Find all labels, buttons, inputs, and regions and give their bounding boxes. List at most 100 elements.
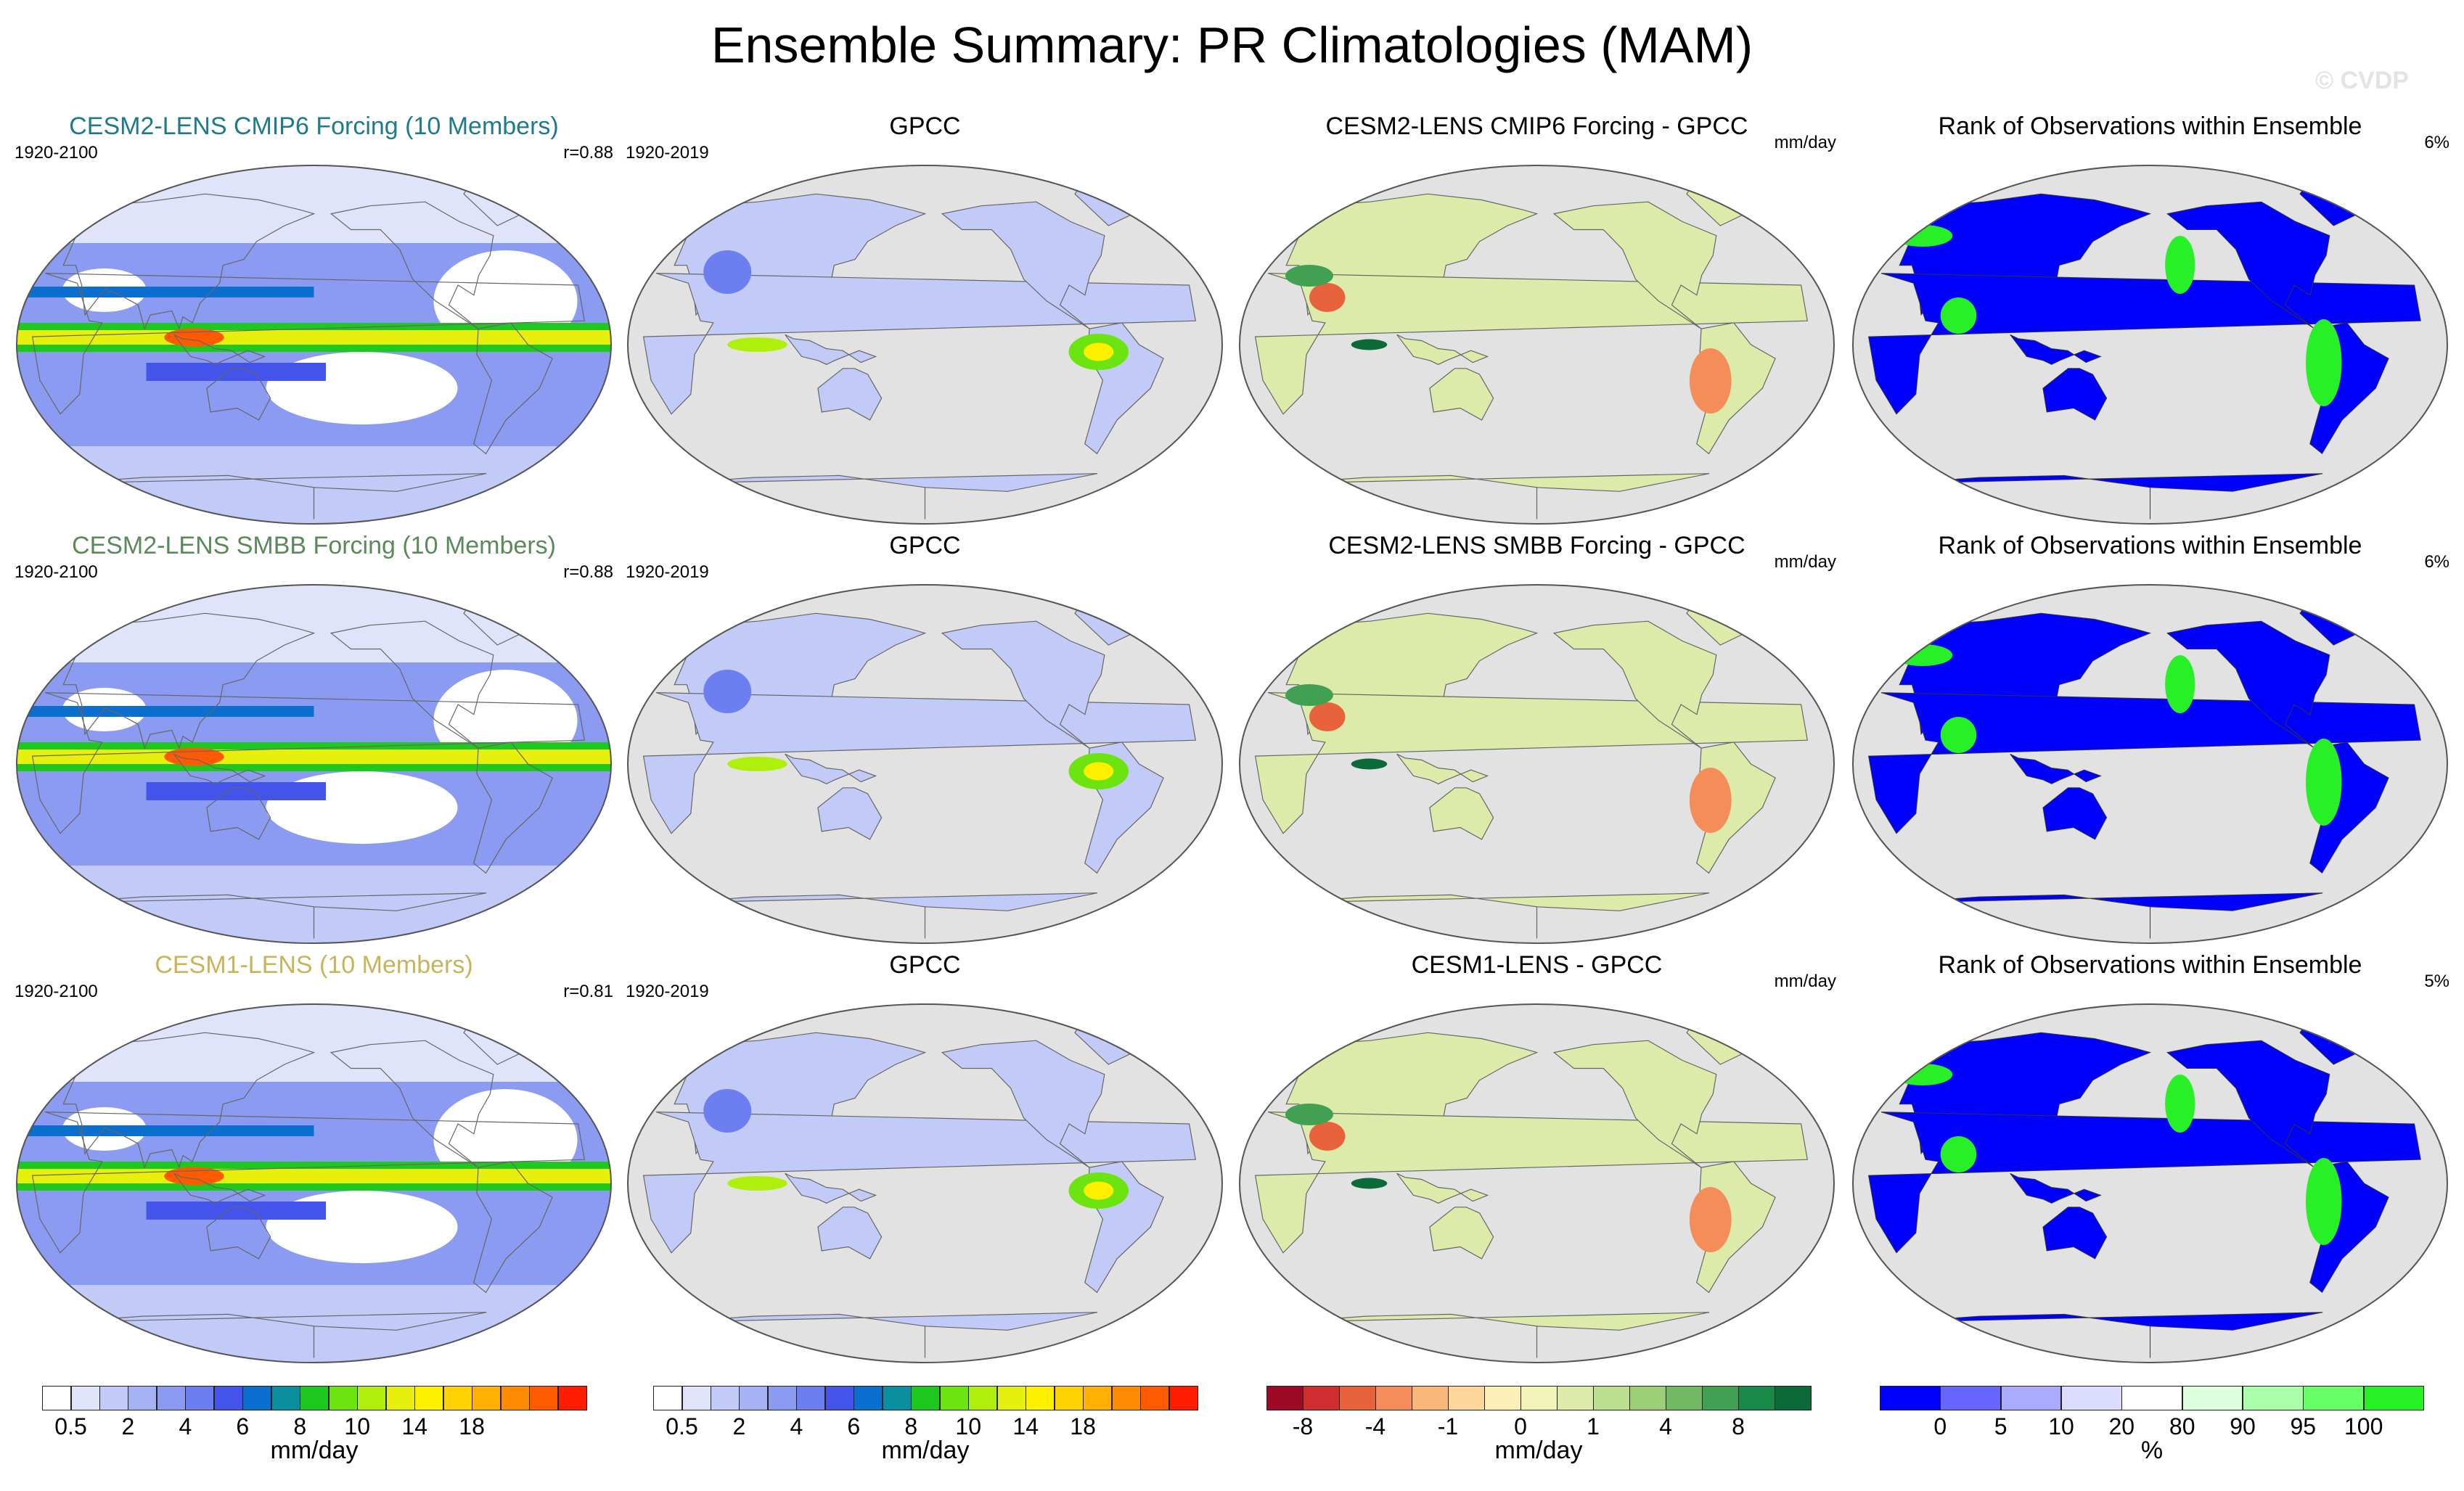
colorbar-box <box>1520 1386 1558 1410</box>
colorbar-box <box>854 1386 883 1410</box>
colorbar-tick-label: 0.5 <box>54 1413 87 1439</box>
percent-label: 6% <box>2424 552 2449 572</box>
figure-title: Ensemble Summary: PR Climatologies (MAM) <box>711 17 1753 73</box>
period-label: 1920-2100 <box>15 143 98 163</box>
colorbar-box <box>968 1386 998 1410</box>
colorbar-box <box>385 1386 415 1410</box>
colorbar-box <box>682 1386 711 1410</box>
colorbar-tick-label: 6 <box>847 1413 861 1439</box>
colorbar-box <box>939 1386 969 1410</box>
colorbar-box <box>1738 1386 1775 1410</box>
colorbar-box <box>1168 1386 1198 1410</box>
colorbar-tick-label: 8 <box>1732 1413 1745 1439</box>
colorbar-box <box>443 1386 472 1410</box>
colorbar-box <box>1375 1386 1412 1410</box>
obs-map-panel <box>626 583 1224 945</box>
colorbar-rank: 0 5 10 20 80 90 95 100% <box>1880 1386 2425 1473</box>
colorbar-box <box>500 1386 530 1410</box>
period-label: 1920-2019 <box>626 562 709 582</box>
colorbar-box <box>529 1386 559 1410</box>
rank-map <box>1852 1003 2448 1363</box>
colorbar-tick-label: 8 <box>293 1413 307 1439</box>
colorbar-tick-label: 10 <box>2048 1413 2074 1439</box>
colorbar-box <box>2303 1386 2365 1410</box>
rank-map <box>1852 165 2448 525</box>
colorbar-box <box>2182 1386 2243 1410</box>
rank-panel-title: Rank of Observations within Ensemble <box>1938 532 2362 559</box>
colorbar-tick-label: 14 <box>401 1413 427 1439</box>
colorbar-box <box>271 1386 300 1410</box>
colorbar-box <box>1484 1386 1521 1410</box>
colorbar-tick-label: 10 <box>344 1413 370 1439</box>
colorbar-tick-label: 4 <box>1659 1413 1672 1439</box>
colorbar-box <box>1702 1386 1739 1410</box>
correlation-label: r=0.81 <box>563 982 613 1001</box>
colorbar-tick-label: 18 <box>459 1413 485 1439</box>
colorbar-tick-label: 8 <box>904 1413 918 1439</box>
colorbar-box <box>2000 1386 2062 1410</box>
colorbar-box <box>2243 1386 2304 1410</box>
rank-map-panel <box>1851 163 2449 526</box>
colorbar-tick-label: 2 <box>732 1413 746 1439</box>
colorbar-tick-label: 1 <box>1587 1413 1600 1439</box>
obs-panel-title: GPCC <box>889 951 961 979</box>
model-map-panel <box>15 163 613 526</box>
colorbar-box <box>1940 1386 2002 1410</box>
colorbar-box <box>213 1386 243 1410</box>
model-panel-title: CESM1-LENS (10 Members) <box>155 951 473 979</box>
colorbar-box <box>2363 1386 2425 1410</box>
colorbar-box <box>1775 1386 1812 1410</box>
percent-label: 5% <box>2424 972 2449 991</box>
colorbar-box <box>911 1386 941 1410</box>
colorbar-tick-label: 2 <box>121 1413 135 1439</box>
colorbar-box <box>1140 1386 1170 1410</box>
percent-label: 6% <box>2424 133 2449 152</box>
colorbar-box <box>710 1386 740 1410</box>
diff-panel-title: CESM2-LENS SMBB Forcing - GPCC <box>1328 532 1745 559</box>
units-label: mm/day <box>1774 552 1836 572</box>
colorbar-tick-label: -8 <box>1292 1413 1314 1439</box>
diff-map <box>1239 584 1835 944</box>
colorbar-box <box>557 1386 587 1410</box>
colorbar-box <box>824 1386 854 1410</box>
colorbar-box <box>1629 1386 1666 1410</box>
colorbar-box <box>1339 1386 1376 1410</box>
colorbar-box <box>1303 1386 1340 1410</box>
colorbar-tick-label: 90 <box>2230 1413 2256 1439</box>
colorbar-box <box>300 1386 330 1410</box>
colorbar-box <box>185 1386 215 1410</box>
colorbar-box <box>1083 1386 1113 1410</box>
colorbar-box <box>414 1386 444 1410</box>
rank-panel-title: Rank of Observations within Ensemble <box>1938 112 2362 140</box>
colorbar-tick-label: 0.5 <box>666 1413 698 1439</box>
colorbar-box <box>357 1386 387 1410</box>
colorbar-box <box>1266 1386 1303 1410</box>
colorbar-tick-label: 80 <box>2169 1413 2195 1439</box>
model-map <box>16 165 612 525</box>
obs-map <box>627 165 1223 525</box>
colorbar-tick-label: 0 <box>1514 1413 1527 1439</box>
obs-map-panel <box>626 163 1224 526</box>
colorbar-box <box>472 1386 502 1410</box>
period-label: 1920-2019 <box>626 143 709 163</box>
rank-panel-title: Rank of Observations within Ensemble <box>1938 951 2362 979</box>
obs-map <box>627 584 1223 944</box>
colorbar-tick-label: 20 <box>2108 1413 2135 1439</box>
colorbar-tick-label: 4 <box>179 1413 192 1439</box>
colorbar-pr: 0.5 2 4 6 8 10 14 18 mm/day <box>653 1386 1198 1473</box>
period-label: 1920-2019 <box>626 982 709 1001</box>
colorbar-tick-label: 100 <box>2344 1413 2383 1439</box>
colorbar-box <box>128 1386 157 1410</box>
watermark: © CVDP <box>2315 67 2409 94</box>
colorbar-box <box>2121 1386 2183 1410</box>
period-label: 1920-2100 <box>15 562 98 582</box>
colorbar-box <box>1111 1386 1141 1410</box>
colorbar-box <box>767 1386 797 1410</box>
colorbar-box <box>1448 1386 1485 1410</box>
colorbar-box <box>882 1386 912 1410</box>
rank-map-panel <box>1851 1002 2449 1365</box>
diff-map-panel <box>1237 583 1836 945</box>
colorbar-box <box>70 1386 100 1410</box>
colorbar-box <box>42 1386 71 1410</box>
colorbar-tick-label: 10 <box>955 1413 981 1439</box>
